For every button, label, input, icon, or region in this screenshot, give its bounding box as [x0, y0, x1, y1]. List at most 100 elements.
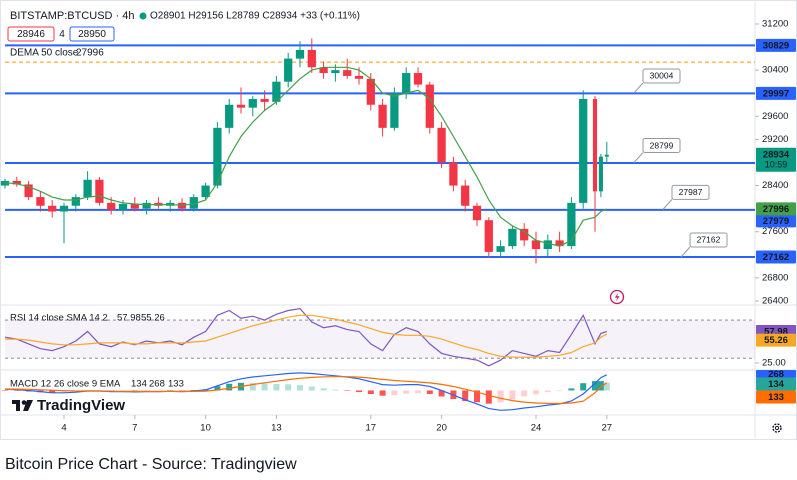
macd-histogram-bar — [60, 390, 67, 393]
y-tick-label: 25.00 — [762, 357, 786, 368]
candle-body — [284, 58, 293, 82]
y-tick-label: 26400 — [762, 295, 788, 306]
macd-hist-value: 134 — [131, 379, 147, 390]
x-tick-label: 10 — [200, 423, 211, 434]
callout-leader — [633, 82, 644, 94]
y-tick-label: 29200 — [762, 134, 788, 145]
callout-box — [671, 184, 710, 200]
level-label-box — [756, 250, 796, 264]
y-tick-label: 26800 — [762, 272, 788, 283]
callout-box — [642, 68, 681, 84]
level-label: 29997 — [763, 88, 789, 99]
macd-histogram-bar — [178, 390, 185, 391]
rsi-value: 57.98 — [117, 313, 141, 324]
candle-body — [213, 127, 222, 186]
macd-histogram-bar — [473, 390, 480, 403]
macd-histogram-bar — [344, 390, 351, 391]
macd-histogram-bar — [131, 390, 138, 391]
level-label: 27162 — [763, 252, 789, 263]
ask-label: 28950 — [78, 29, 106, 40]
candle-body — [130, 204, 139, 209]
macd-histogram-bar — [568, 388, 575, 391]
macd-histogram-bar — [521, 390, 528, 397]
macd-histogram-bar — [143, 390, 150, 391]
macd-histogram-bar — [426, 390, 433, 394]
level-label-box — [756, 214, 796, 228]
candle-body — [295, 49, 305, 59]
macd-hist-axis-label-box — [756, 377, 796, 391]
callout-label: 28799 — [650, 140, 674, 150]
macd-histogram-bar — [556, 390, 563, 391]
macd-histogram-bar — [261, 383, 268, 391]
candle-body — [331, 70, 340, 74]
y-tick-label: 27600 — [762, 226, 788, 237]
last-price-label: 28934 — [763, 149, 790, 160]
rsi-line — [4, 307, 607, 367]
y-tick-label: 31200 — [762, 19, 788, 30]
dema-axis-label: 27996 — [763, 204, 789, 215]
macd-histogram-bar — [155, 390, 162, 391]
macd-histogram-bar — [438, 390, 445, 397]
macd-histogram-bar — [379, 390, 386, 396]
candle-body — [598, 156, 603, 192]
candle-body — [579, 98, 588, 203]
macd-histogram-bar — [332, 389, 339, 391]
candle-body — [307, 49, 316, 68]
bid-label: 28946 — [17, 29, 45, 40]
ohlc-text: O28901 H29156 L28789 C28934 +33 (+0.11%) — [150, 11, 360, 22]
candle-body — [543, 240, 552, 250]
candle-body — [437, 127, 446, 163]
rsi-sma-line — [5, 314, 608, 358]
macd-signal-axis-label: 133 — [768, 392, 784, 403]
macd-histogram-bar — [403, 390, 410, 394]
candle-body — [508, 228, 517, 247]
macd-histogram-bar — [391, 390, 398, 396]
candle-body — [378, 104, 387, 128]
macd-histogram-bar — [532, 390, 539, 395]
macd-histogram-bar — [509, 390, 516, 400]
settings-icon[interactable] — [772, 423, 782, 433]
callout-label: 27162 — [697, 235, 721, 245]
candle-body — [354, 75, 364, 79]
level-label-box — [756, 38, 796, 52]
countdown-label: 10:59 — [765, 160, 788, 170]
callout-leader — [633, 152, 644, 163]
macd-histogram-bar — [308, 386, 315, 391]
callout-label: 30004 — [650, 71, 674, 81]
candle-body — [472, 205, 482, 221]
candle-body — [236, 104, 246, 108]
dema-axis-label-box — [756, 202, 796, 216]
macd-value: 268 — [149, 379, 165, 390]
candle-body — [531, 240, 541, 250]
ask-box — [69, 26, 115, 42]
macd-histogram-bar — [485, 390, 492, 404]
candle-body — [142, 202, 151, 209]
macd-axis-label-box — [756, 370, 796, 378]
logo-icon — [12, 400, 33, 411]
macd-histogram-bar — [591, 381, 598, 391]
candle-body — [449, 162, 458, 186]
candle-body — [413, 73, 423, 85]
spread-label: 4 — [59, 29, 65, 40]
callout-box — [689, 232, 728, 248]
candle-body — [390, 93, 399, 128]
y-tick-label: 28400 — [762, 180, 788, 191]
level-label-box — [756, 86, 796, 100]
rsi-sma-axis-label: 55.26 — [764, 335, 788, 346]
candle-body — [189, 197, 198, 209]
candle-body — [71, 197, 80, 206]
x-tick-label: 24 — [531, 423, 542, 434]
status-dot — [139, 12, 147, 20]
alert-icon[interactable] — [609, 289, 625, 305]
macd-histogram-bar — [367, 390, 374, 395]
candle-body — [12, 180, 21, 185]
last-price-box — [756, 147, 796, 172]
candle-body — [604, 154, 609, 157]
candle-body — [83, 179, 92, 198]
callout-box — [642, 138, 681, 154]
rsi-sma-axis-label-box — [756, 333, 796, 347]
candle-body — [567, 202, 576, 247]
callout-label: 27987 — [679, 187, 703, 197]
macd-hist-axis-label: 134 — [768, 379, 785, 390]
